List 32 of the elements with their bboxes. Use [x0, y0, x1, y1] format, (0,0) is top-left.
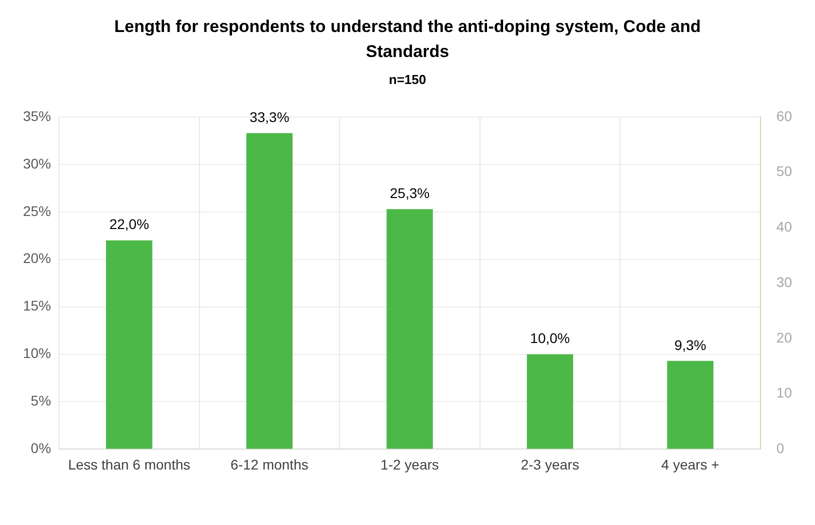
chart-title: Length for respondents to understand the anti-doping system, Code and Standards [113, 16, 702, 63]
x-tick-label: Less than 6 months [68, 456, 190, 472]
y2-tick-label: 0 [776, 440, 784, 456]
x-tick-label: 6-12 months [230, 456, 308, 472]
y-tick-label: 0% [30, 440, 52, 456]
bar [386, 209, 433, 449]
y2-tick-label: 50 [776, 163, 792, 180]
y-tick-label: 35% [22, 108, 52, 124]
x-tick-label: 2-3 years [520, 456, 580, 472]
y2-tick-label: 20 [776, 329, 792, 346]
y-tick-label: 5% [30, 392, 52, 409]
data-label: 10,0% [530, 330, 570, 346]
data-label: 9,3% [674, 336, 706, 353]
x-tick-label: 1-2 years [380, 456, 439, 472]
x-tick-label: 4 years + [661, 456, 720, 472]
y2-tick-label: 40 [776, 218, 792, 235]
data-label: 25,3% [390, 184, 430, 201]
y2-tick-label: 10 [776, 384, 792, 401]
bar [526, 354, 574, 449]
data-label: 22,0% [109, 216, 150, 232]
bar [246, 133, 293, 449]
y-tick-label: 30% [22, 155, 52, 172]
chart-subtitle: n=150 [388, 72, 428, 89]
y-tick-label: 10% [22, 345, 52, 362]
y-tick-label: 20% [22, 250, 52, 266]
bar [667, 360, 714, 449]
y-tick-label: 25% [22, 202, 52, 219]
bar [106, 240, 152, 449]
y2-tick-label: 30 [776, 274, 792, 290]
data-label: 33,3% [250, 108, 290, 125]
y-tick-label: 15% [22, 298, 52, 314]
y2-tick-label: 60 [776, 108, 792, 124]
